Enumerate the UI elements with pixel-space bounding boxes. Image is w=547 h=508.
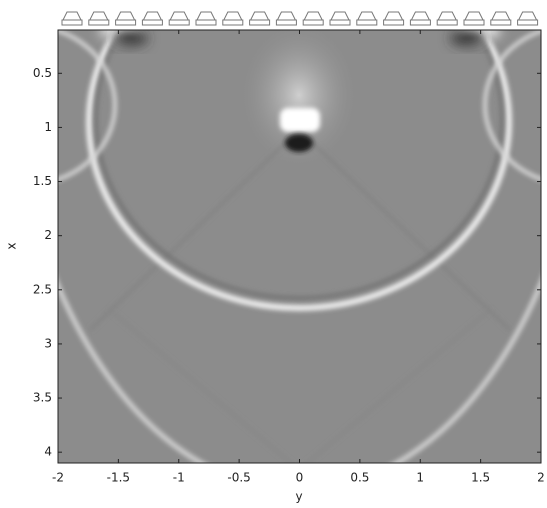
speaker-icon: [115, 11, 136, 21]
corner-front: [112, 30, 148, 46]
source-bright: [280, 108, 320, 132]
speaker-icon: [410, 11, 431, 21]
speaker-icon: [490, 11, 511, 21]
speaker-icon: [222, 11, 243, 21]
speaker-icon: [249, 19, 271, 26]
corner-front: [483, 30, 541, 182]
x-axis-label: y: [295, 490, 302, 504]
speaker-icon: [88, 11, 109, 21]
speaker-icon: [249, 11, 270, 21]
source-dark: [285, 134, 313, 152]
x-tick-label: 0: [296, 471, 304, 485]
speaker-icon: [195, 19, 217, 26]
x-tick-label: -0.5: [227, 471, 250, 485]
y-tick-label: 0.5: [33, 66, 52, 80]
wave-front: [86, 30, 512, 311]
speaker-icon: [61, 19, 83, 26]
speaker-icon: [276, 11, 297, 21]
x-tick-label: -1.5: [107, 471, 130, 485]
speaker-icon: [409, 19, 431, 26]
source-halo: [239, 30, 359, 170]
speaker-icon: [168, 19, 190, 26]
speaker-icon: [464, 11, 484, 21]
speaker-icon: [222, 19, 244, 26]
y-tick-label: 1: [44, 120, 52, 134]
corner-front: [450, 30, 486, 46]
speaker-icon: [303, 11, 324, 21]
wave-field: [58, 30, 541, 463]
x-tick-label: -2: [52, 471, 64, 485]
speaker-icon: [196, 11, 216, 21]
y-tick-label: 4: [44, 445, 52, 459]
speaker-icon: [517, 19, 539, 26]
y-axis-label: x: [5, 242, 19, 249]
speaker-icon: [356, 19, 378, 26]
diagonal-front: [89, 129, 511, 331]
speaker-icon: [383, 11, 404, 21]
speaker-icon: [437, 11, 458, 21]
speaker-icon: [436, 19, 458, 26]
speaker-icon: [356, 11, 377, 21]
speaker-icon: [329, 19, 351, 26]
diagonal-front: [109, 309, 491, 463]
speaker-icon: [383, 19, 405, 26]
x-tick-label: 0.5: [350, 471, 369, 485]
speaker-icon: [62, 11, 82, 21]
x-tick-label: 1: [416, 471, 424, 485]
speaker-row: [61, 11, 539, 26]
speaker-icon: [142, 11, 163, 21]
speaker-icon: [275, 19, 297, 26]
speaker-icon: [463, 19, 485, 26]
y-tick-label: 2: [44, 228, 52, 242]
x-tick-label: -1: [173, 471, 185, 485]
speaker-icon: [517, 11, 538, 21]
speaker-icon: [490, 19, 512, 26]
y-tick-label: 3: [44, 336, 52, 350]
x-tick-label: 2: [537, 471, 545, 485]
speaker-icon: [115, 19, 137, 26]
speaker-icon: [141, 19, 163, 26]
speaker-icon: [330, 11, 350, 21]
y-tick-label: 2.5: [33, 282, 52, 296]
speaker-icon: [169, 11, 190, 21]
corner-front: [58, 30, 117, 182]
speaker-icon: [302, 19, 324, 26]
x-tick-label: 1.5: [471, 471, 490, 485]
wave-front-shadow: [94, 30, 504, 300]
speaker-icon: [88, 19, 110, 26]
y-tick-label: 1.5: [33, 174, 52, 188]
y-tick-label: 3.5: [33, 391, 52, 405]
